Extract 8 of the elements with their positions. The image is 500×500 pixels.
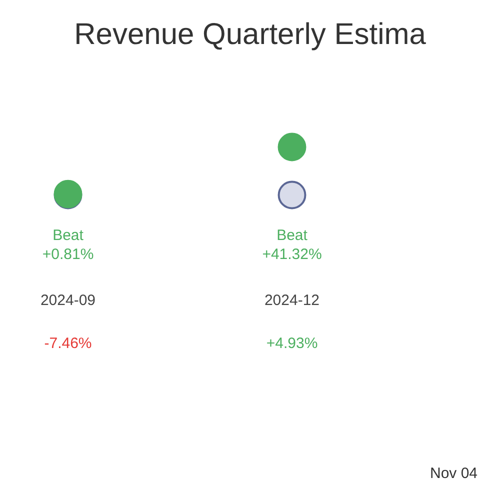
category-label: 2024-12 — [264, 292, 320, 309]
data-label: Beat +41.32% — [262, 227, 322, 263]
text: Revenue Quarterly Estima — [74, 18, 426, 51]
text: Nov 04 — [430, 465, 478, 482]
data-label: Beat +0.81% — [42, 227, 94, 263]
data-label: -7.46% — [44, 335, 92, 352]
data-label: +4.93% — [266, 335, 318, 352]
category-label: 2024-09 — [40, 292, 96, 309]
